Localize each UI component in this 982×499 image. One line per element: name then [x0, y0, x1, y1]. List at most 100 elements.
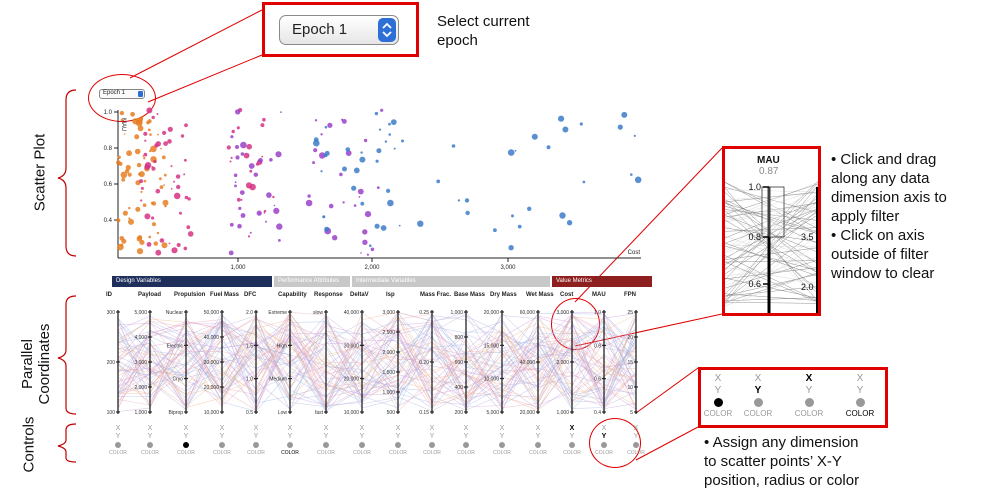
dimension-label-12[interactable]: Dry Mass [490, 292, 517, 298]
scatter-point[interactable] [319, 152, 326, 159]
y-assign-button[interactable]: Y [463, 433, 469, 440]
y-assign-button[interactable]: Y [395, 433, 401, 440]
scatter-point[interactable] [144, 213, 151, 220]
scatter-point[interactable] [153, 241, 158, 246]
scatter-point[interactable] [240, 213, 246, 218]
scatter-point[interactable] [266, 192, 272, 198]
scatter-point[interactable] [176, 243, 181, 247]
y-assign-button[interactable]: Y [183, 433, 189, 440]
scatter-point[interactable] [230, 135, 234, 139]
zoom-color-assign-button[interactable]: COLOR [845, 409, 875, 418]
scatter-point[interactable] [135, 117, 143, 125]
scatter-point[interactable] [151, 166, 154, 168]
scatter-point[interactable] [163, 141, 168, 146]
scatter-point[interactable] [328, 203, 334, 209]
scatter-point[interactable] [173, 180, 175, 183]
epoch-select-zoom[interactable]: Epoch 1 [279, 15, 399, 45]
scatter-point[interactable] [179, 211, 182, 215]
color-assign-button[interactable]: COLOR [317, 450, 335, 456]
scatter-point[interactable] [493, 228, 497, 233]
scatter-point[interactable] [167, 126, 173, 132]
scatter-point[interactable] [630, 173, 633, 176]
scatter-point[interactable] [120, 243, 124, 247]
x-assign-button[interactable]: X [569, 425, 575, 432]
scatter-point[interactable] [634, 176, 642, 184]
scatter-point[interactable] [398, 224, 401, 227]
scatter-point[interactable] [263, 212, 266, 214]
zoom-radius-dot[interactable] [713, 398, 723, 407]
scatter-point[interactable] [621, 111, 628, 118]
color-assign-button[interactable]: COLOR [595, 450, 613, 456]
zoom-x-assign-button[interactable]: X [754, 373, 762, 384]
scatter-point[interactable] [380, 108, 384, 112]
color-assign-button[interactable]: COLOR [281, 450, 299, 456]
scatter-point[interactable] [236, 126, 240, 130]
scatter-point[interactable] [247, 235, 251, 238]
scatter-point[interactable] [307, 194, 311, 198]
scatter-point[interactable] [143, 157, 146, 160]
scatter-point[interactable] [237, 223, 242, 229]
zoom-color-assign-button[interactable]: COLOR [703, 409, 733, 418]
scatter-point[interactable] [511, 214, 514, 218]
scatter-point[interactable] [234, 181, 237, 184]
scatter-point[interactable] [353, 204, 357, 207]
scatter-point[interactable] [173, 192, 181, 200]
scatter-point[interactable] [332, 235, 338, 241]
scatter-point[interactable] [167, 139, 172, 144]
scatter-point[interactable] [436, 179, 441, 184]
x-assign-button[interactable]: X [323, 425, 329, 432]
scatter-point[interactable] [258, 158, 263, 163]
radius-assign-dot[interactable] [183, 442, 189, 448]
y-assign-button[interactable]: Y [535, 433, 541, 440]
filter-brush-window[interactable] [761, 186, 785, 238]
scatter-point[interactable] [262, 117, 266, 122]
scatter-point[interactable] [342, 119, 347, 124]
color-assign-button[interactable]: COLOR [353, 450, 371, 456]
radius-assign-dot[interactable] [395, 442, 401, 448]
scatter-point[interactable] [143, 179, 147, 183]
scatter-point[interactable] [229, 222, 234, 227]
radius-assign-dot[interactable] [219, 442, 225, 448]
scatter-point[interactable] [149, 133, 152, 136]
dimension-label-6[interactable]: Capability [278, 292, 307, 298]
scatter-point[interactable] [164, 205, 167, 208]
radius-assign-dot[interactable] [535, 442, 541, 448]
x-assign-button[interactable]: X [601, 425, 607, 432]
x-assign-button[interactable]: X [535, 425, 541, 432]
dimension-label-15[interactable]: MAU [592, 292, 606, 298]
x-assign-button[interactable]: X [463, 425, 469, 432]
scatter-point[interactable] [153, 159, 157, 164]
scatter-point[interactable] [121, 238, 127, 244]
scatter-point[interactable] [273, 207, 280, 214]
scatter-point[interactable] [465, 210, 470, 216]
x-assign-button[interactable]: X [183, 425, 189, 432]
radius-assign-dot[interactable] [147, 442, 153, 448]
radius-assign-dot[interactable] [359, 442, 365, 448]
scatter-point[interactable] [154, 143, 159, 148]
scatter-point[interactable] [150, 145, 157, 153]
zoom-radius-dot[interactable] [855, 398, 865, 407]
scatter-point[interactable] [143, 131, 148, 136]
scatter-point[interactable] [388, 133, 392, 136]
scatter-point[interactable] [121, 177, 126, 182]
scatter-point[interactable] [245, 182, 253, 189]
scatter-point[interactable] [161, 242, 168, 249]
scatter-point[interactable] [136, 236, 142, 242]
scatter-point[interactable] [123, 133, 126, 135]
scatter-point[interactable] [187, 197, 191, 201]
scatter-point[interactable] [312, 161, 316, 165]
scatter-point[interactable] [231, 129, 235, 134]
zoom-radius-dot[interactable] [753, 398, 763, 407]
dimension-label-16[interactable]: FPN [624, 292, 636, 298]
scatter-point[interactable] [184, 158, 187, 162]
color-assign-button[interactable]: COLOR [529, 450, 547, 456]
scatter-point[interactable] [151, 222, 157, 227]
dimension-label-8[interactable]: DeltaV [350, 292, 369, 298]
scatter-point[interactable] [120, 171, 128, 179]
y-assign-button[interactable]: Y [633, 433, 639, 440]
scatter-point[interactable] [324, 226, 330, 232]
scatter-point[interactable] [168, 242, 171, 245]
scatter-point[interactable] [144, 162, 152, 169]
scatter-point[interactable] [359, 156, 366, 163]
scatter-point[interactable] [559, 212, 566, 219]
